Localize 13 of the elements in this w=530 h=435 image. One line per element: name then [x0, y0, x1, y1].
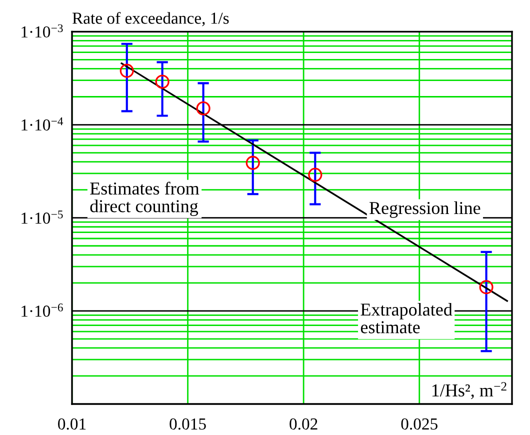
y-tick-label: 1·10$^{−3}$	[22, 24, 63, 38]
x-axis-title: 1/Hs², m$^{−2}$	[432, 382, 506, 400]
annotation: Extrapolated estimate	[360, 302, 452, 334]
annotation: Estimates from direct counting	[90, 182, 200, 216]
x-tick-label: 0.01	[58, 418, 86, 430]
y-tick-label: 1·10$^{−6}$	[22, 304, 63, 317]
annotation: Regression line	[370, 201, 480, 218]
y-tick-label: 1·10$^{−5}$	[22, 210, 63, 224]
y-axis-title: Rate of exceedance, 1/s	[72, 12, 229, 26]
x-tick-label: 0.025	[401, 418, 438, 430]
x-tick-label: 0.015	[170, 418, 206, 430]
x-tick-label: 0.02	[290, 418, 318, 430]
y-tick-label: 1·10$^{−4}$	[22, 117, 64, 131]
